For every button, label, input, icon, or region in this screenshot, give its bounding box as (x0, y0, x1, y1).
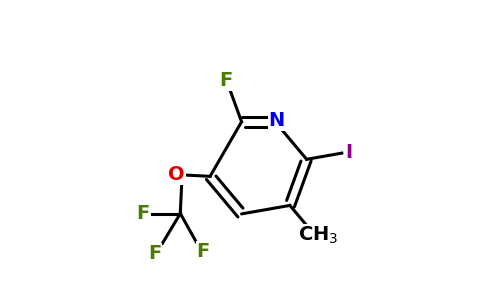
Text: F: F (219, 71, 232, 90)
Text: I: I (346, 143, 353, 162)
Text: N: N (269, 111, 285, 130)
Text: F: F (148, 244, 161, 262)
Text: O: O (168, 165, 185, 184)
Text: F: F (197, 242, 210, 261)
Text: CH$_3$: CH$_3$ (298, 225, 338, 246)
Text: F: F (136, 204, 149, 223)
